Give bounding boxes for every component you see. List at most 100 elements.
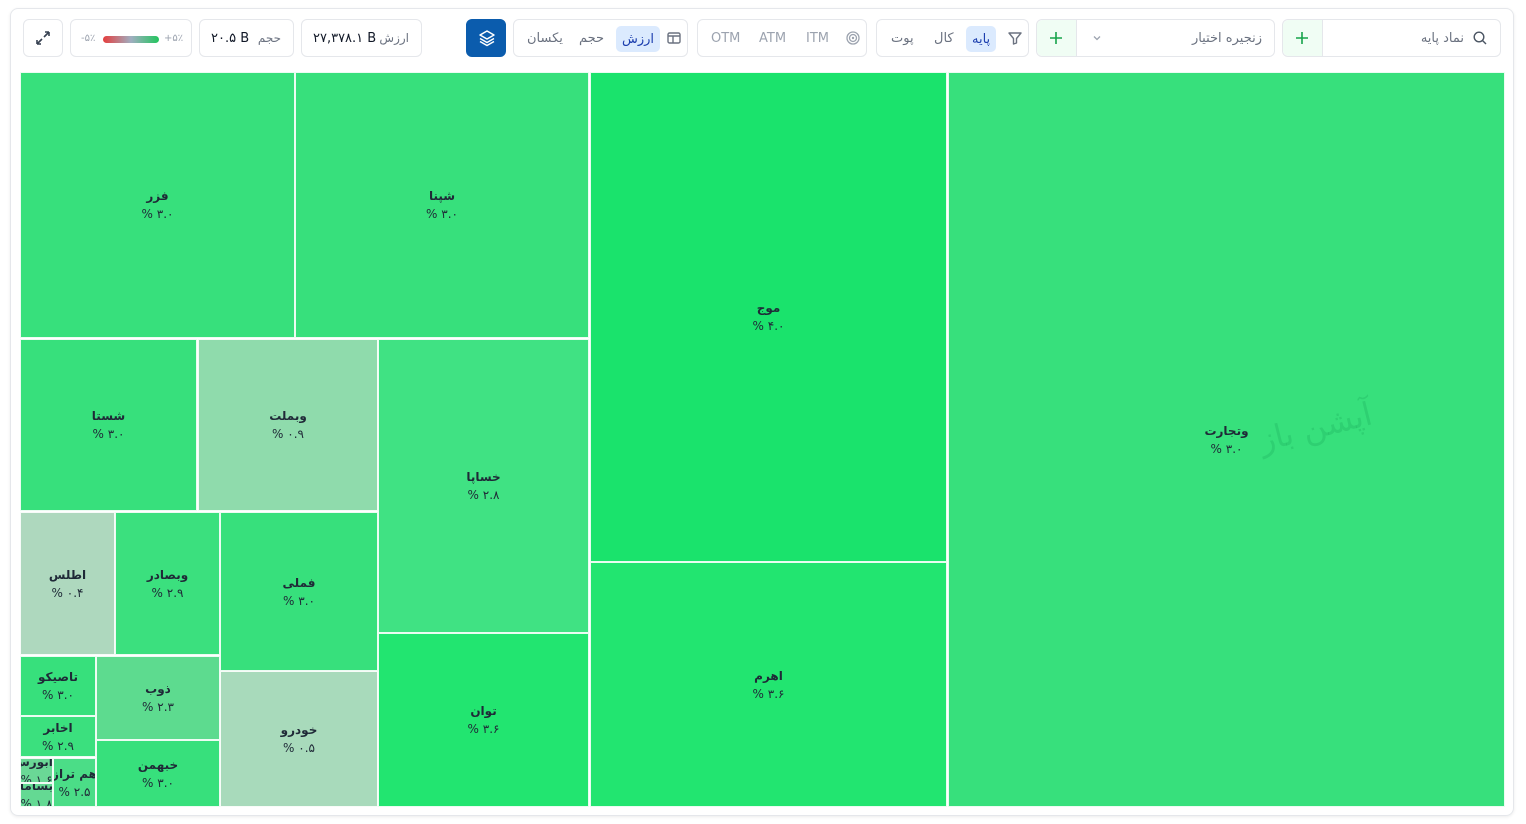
- tile-name: اخابر: [43, 720, 73, 735]
- search-placeholder: نماد پایه: [1420, 30, 1464, 46]
- layers-icon: [479, 30, 495, 47]
- tile-change: ۲.۸ %: [467, 488, 500, 502]
- tile-name: ذوب: [145, 682, 171, 696]
- legend-gradient: [103, 36, 159, 43]
- tile-change: ۳.۶ %: [467, 722, 500, 736]
- tile-name: فملی: [282, 575, 316, 590]
- tile[interactable]: اخابر ۲.۹ %: [20, 716, 96, 757]
- chain-select-text: زنجیره اختیار: [1191, 30, 1262, 46]
- filter-option[interactable]: پوت: [891, 30, 914, 46]
- tile-name: وتجارت: [1204, 423, 1249, 438]
- tile[interactable]: تاصیکو ۳.۰ %: [20, 656, 96, 716]
- color-legend: -۵٪ +۵٪: [70, 19, 192, 57]
- tile[interactable]: موج ۴.۰ %: [590, 72, 947, 562]
- filter-option-active[interactable]: پایه: [966, 26, 997, 52]
- tile-change: ۰.۵ %: [283, 741, 315, 755]
- tile[interactable]: خودرو ۰.۵ %: [220, 671, 378, 807]
- tile-name: وبملت: [269, 409, 307, 423]
- tile[interactable]: هم تراز ۲.۵ %: [53, 758, 96, 807]
- tile-change: ۳.۰ %: [426, 207, 458, 221]
- tile[interactable]: فملی ۳.۰ %: [220, 512, 378, 671]
- tile[interactable]: وبصادر ۲.۹ %: [115, 512, 220, 655]
- tile-name: خودرو: [280, 723, 318, 737]
- metric-option[interactable]: حجم: [579, 30, 605, 46]
- tile-change: ۲.۹ %: [42, 738, 74, 753]
- tile-change: ۰.۹ %: [272, 427, 304, 441]
- legend-max: +۵٪: [164, 32, 184, 44]
- tile-change: ۲.۳ %: [142, 700, 174, 714]
- moneyness-group: OTM ATM ITM: [697, 19, 867, 57]
- tile-change: ۲.۹ %: [151, 585, 184, 600]
- tile-change: ۳.۰ %: [1210, 441, 1243, 456]
- tile-change: ۳.۶ %: [752, 686, 785, 701]
- tile-name: شپنا: [428, 189, 456, 203]
- tile[interactable]: بساما ۱.۸ %: [20, 783, 53, 807]
- tile-name: خبهمن: [137, 757, 179, 772]
- tile-change: ۳.۰ %: [42, 688, 74, 702]
- tile-name: اهرم: [754, 668, 783, 683]
- chevron-icon: [1093, 36, 1101, 41]
- metric-option-active[interactable]: ارزش: [616, 26, 661, 52]
- tile-name: تاصیکو: [38, 670, 79, 684]
- volume-label: حجم: [257, 31, 281, 45]
- tile-name: فزر: [146, 189, 169, 203]
- plus-icon: [1296, 32, 1308, 44]
- legend-min: -۵٪: [81, 32, 96, 44]
- tile-name: رابورس: [21, 758, 53, 769]
- tile[interactable]: شپنا ۳.۰ %: [295, 72, 589, 338]
- tile[interactable]: اطلس ۰.۴ %: [20, 512, 115, 655]
- metric-option[interactable]: یکسان: [527, 30, 563, 46]
- moneyness-option[interactable]: ATM: [759, 30, 787, 46]
- tile[interactable]: شستا ۳.۰ %: [20, 339, 197, 511]
- tile[interactable]: رابورس ۱.۶ %: [20, 758, 53, 783]
- tile[interactable]: خساپا ۲.۸ %: [378, 339, 589, 633]
- plus-icon: [1050, 32, 1062, 44]
- tile-name: شستا: [91, 409, 126, 423]
- tile[interactable]: اهرم ۳.۶ %: [590, 562, 947, 807]
- tile-change: ۱.۶ %: [20, 772, 53, 783]
- tile-change: ۰.۴ %: [51, 585, 84, 600]
- tile-change: ۳.۰ %: [283, 593, 315, 608]
- volume-box: ۲۰.۵ B حجم: [199, 19, 294, 57]
- tile[interactable]: فزر ۳.۰ %: [20, 72, 295, 338]
- tile-name: اطلس: [48, 567, 87, 582]
- filter-icon: [1008, 32, 1022, 45]
- tile-name: بساما: [20, 783, 53, 793]
- value-value: ۲۷,۳۷۸.۱ B: [313, 30, 377, 46]
- volume-value: ۲۰.۵ B: [211, 30, 250, 46]
- search-icon: [1473, 31, 1487, 45]
- tile-change: ۳.۰ %: [92, 427, 125, 441]
- value-label: ارزش: [379, 31, 409, 45]
- moneyness-option[interactable]: OTM: [711, 30, 741, 46]
- chain-select[interactable]: زنجیره اختیار: [1036, 19, 1275, 57]
- tile-change: ۱.۸ %: [20, 797, 53, 807]
- value-box: ۲۷,۳۷۸.۱ B ارزش: [301, 19, 422, 57]
- layers-button[interactable]: [466, 19, 506, 57]
- tile-change: ۲.۵ %: [58, 784, 91, 799]
- tile-name: وبصادر: [146, 567, 189, 582]
- tile[interactable]: وتجارت ۳.۰ %: [948, 72, 1505, 807]
- filter-group: پوت کال پایه: [876, 19, 1029, 57]
- tile-change: ۳.۰ %: [142, 775, 174, 790]
- tile-change: ۳.۰ %: [141, 207, 174, 221]
- expand-icon: [36, 31, 50, 45]
- tile[interactable]: ذوب ۲.۳ %: [96, 656, 220, 740]
- tile[interactable]: خبهمن ۳.۰ %: [96, 740, 220, 807]
- tile-name: هم تراز: [53, 766, 96, 781]
- tile-name: توان: [470, 704, 497, 718]
- layout-icon: [667, 32, 681, 44]
- tile[interactable]: وبملت ۰.۹ %: [198, 339, 378, 511]
- target-icon: [846, 31, 860, 45]
- add-symbol-button[interactable]: [1283, 20, 1323, 56]
- expand-button[interactable]: [23, 19, 63, 57]
- tile[interactable]: توان ۳.۶ %: [378, 633, 589, 807]
- filter-option[interactable]: کال: [934, 30, 954, 46]
- search-box[interactable]: نماد پایه: [1282, 19, 1501, 57]
- card: [10, 8, 1514, 816]
- tile-name: موج: [756, 301, 781, 315]
- tile-change: ۴.۰ %: [752, 319, 785, 333]
- add-chain-button[interactable]: [1037, 20, 1077, 56]
- moneyness-option[interactable]: ITM: [806, 30, 829, 46]
